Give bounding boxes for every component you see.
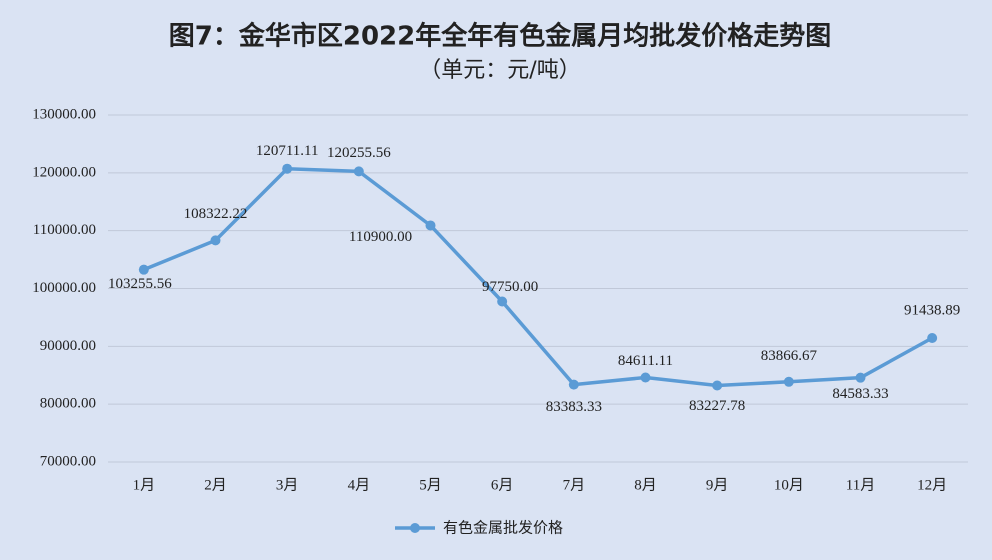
x-tick-label: 11月 <box>846 477 875 493</box>
y-tick-label: 100000.00 <box>32 280 96 296</box>
x-tick-label: 3月 <box>276 477 299 493</box>
legend-marker <box>410 523 420 533</box>
y-tick-label: 130000.00 <box>32 106 96 122</box>
y-tick-label: 80000.00 <box>40 396 96 412</box>
data-point <box>282 163 293 174</box>
data-label: 91438.89 <box>904 302 960 318</box>
x-tick-label: 1月 <box>133 477 156 493</box>
data-label: 110900.00 <box>349 229 412 245</box>
data-label: 103255.56 <box>108 276 172 292</box>
x-tick-label: 7月 <box>563 477 586 493</box>
x-tick-label: 9月 <box>706 477 729 493</box>
data-label: 83383.33 <box>546 399 602 415</box>
data-point <box>927 333 938 344</box>
data-label: 120255.56 <box>327 145 391 161</box>
data-point <box>353 166 364 177</box>
x-tick-label: 12月 <box>917 477 947 493</box>
data-point <box>640 372 651 383</box>
x-tick-label: 10月 <box>774 477 804 493</box>
data-point <box>783 376 794 387</box>
chart-title: 图7：金华市区2022年全年有色金属月均批发价格走势图 <box>169 21 831 52</box>
data-point <box>425 220 436 231</box>
y-tick-label: 110000.00 <box>33 222 96 238</box>
data-point <box>210 235 221 246</box>
data-point <box>568 379 579 390</box>
x-tick-label: 4月 <box>348 477 371 493</box>
data-label: 84583.33 <box>832 386 888 402</box>
data-label: 120711.11 <box>256 143 319 159</box>
data-point <box>855 372 866 383</box>
data-label: 83866.67 <box>761 348 818 364</box>
x-tick-label: 2月 <box>204 477 227 493</box>
y-tick-label: 90000.00 <box>40 338 96 354</box>
data-label: 84611.11 <box>618 353 673 369</box>
data-point <box>712 380 723 391</box>
data-point <box>497 296 508 307</box>
data-label: 108322.22 <box>184 206 248 222</box>
data-label: 97750.00 <box>482 279 538 295</box>
x-tick-label: 5月 <box>419 477 442 493</box>
data-point <box>138 264 149 275</box>
x-tick-label: 8月 <box>634 477 657 493</box>
legend-label: 有色金属批发价格 <box>443 519 563 537</box>
chart-subtitle: （单元：元/吨） <box>419 58 580 83</box>
data-line <box>143 166 934 388</box>
y-tick-label: 120000.00 <box>32 164 96 180</box>
x-tick-label: 6月 <box>491 477 514 493</box>
data-label: 83227.78 <box>689 398 745 414</box>
y-tick-label: 70000.00 <box>40 453 96 469</box>
